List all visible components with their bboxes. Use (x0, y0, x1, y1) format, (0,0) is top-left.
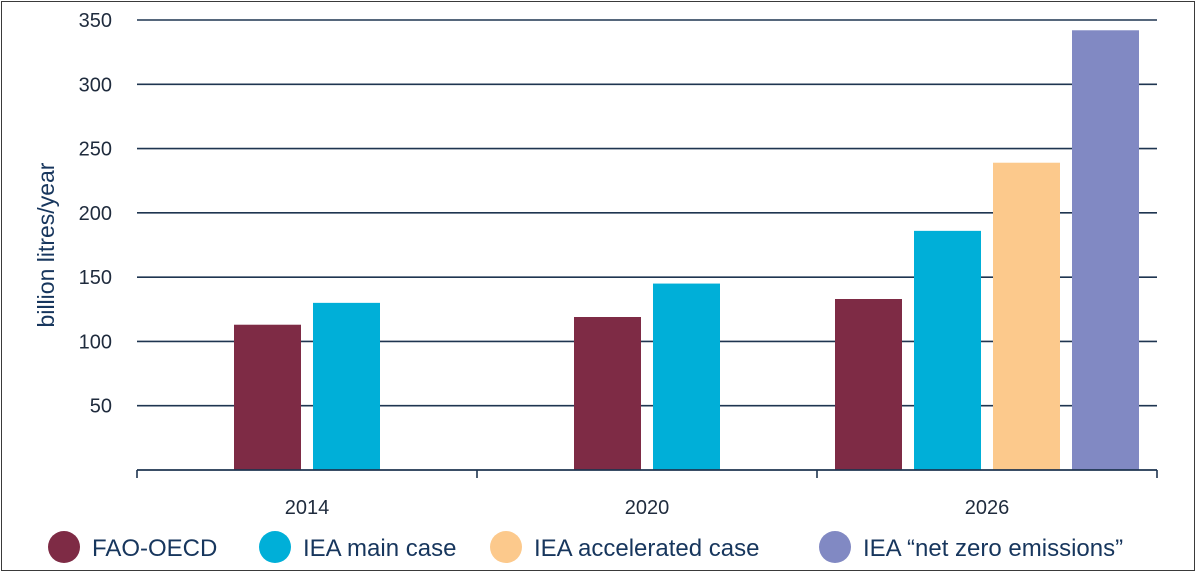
legend: FAO-OECD IEA main case IEA accelerated cas… (48, 531, 1123, 563)
y-tick-label: 150 (79, 267, 112, 289)
y-tick-label: 300 (79, 74, 112, 96)
legend-label: IEA “net zero emissions” (863, 535, 1123, 562)
bar-2014-series-2 (313, 302, 380, 470)
legend-marker (259, 531, 291, 563)
bar-2014-series-1 (234, 324, 301, 470)
legend-label: IEA main case (303, 535, 456, 562)
legend-label: IEA accelerated case (534, 535, 759, 562)
x-axis: 2014 2020 2026 (136, 469, 1158, 519)
legend-marker (819, 531, 851, 563)
y-axis-label: billion litres/year (33, 162, 59, 327)
y-tick-label: 250 (79, 139, 112, 161)
y-axis-ticks: 50 100 150 200 250 300 350 (79, 10, 112, 418)
y-tick-label: 200 (79, 203, 112, 225)
bar-2026-series-3 (993, 162, 1060, 470)
x-tick-label: 2020 (625, 497, 670, 519)
legend-marker (48, 531, 80, 563)
bars (137, 30, 1157, 471)
x-tick-label: 2014 (285, 497, 330, 519)
bar-2020-series-2 (653, 283, 720, 470)
bar-2020-series-1 (574, 317, 641, 470)
gridlines (137, 19, 1157, 407)
y-tick-label: 100 (79, 331, 112, 353)
legend-label: FAO-OECD (92, 535, 217, 562)
bar-2026-series-1 (835, 299, 902, 470)
y-tick-label: 50 (90, 396, 112, 418)
legend-marker (490, 531, 522, 563)
y-tick-label: 350 (79, 10, 112, 32)
bar-2026-series-2 (914, 230, 981, 470)
bar-2026-series-4 (1072, 30, 1139, 471)
x-tick-label: 2026 (965, 497, 1010, 519)
